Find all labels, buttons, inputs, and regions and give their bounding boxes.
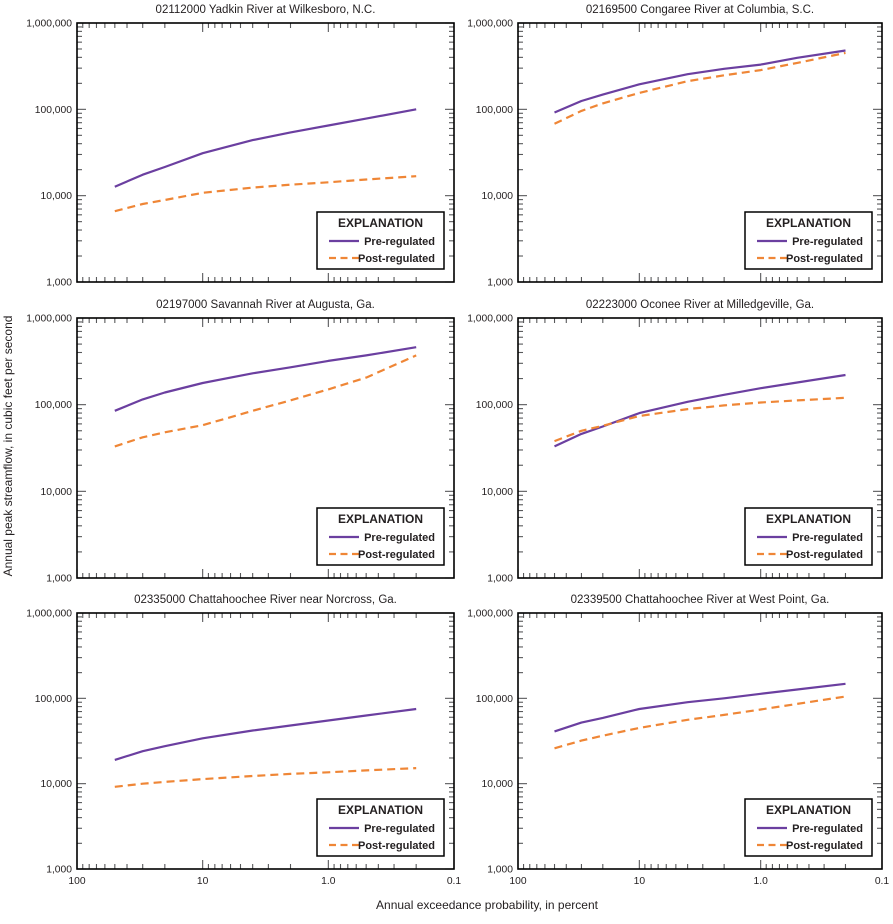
x-tick-label: 1.0 bbox=[321, 876, 336, 887]
y-tick-label: 10,000 bbox=[482, 191, 514, 202]
y-tick-label: 1,000,000 bbox=[467, 19, 513, 30]
x-tick-label: 10 bbox=[634, 876, 646, 887]
legend-title: EXPLANATION bbox=[766, 803, 851, 817]
y-tick-label: 10,000 bbox=[482, 487, 514, 498]
post-regulated-line bbox=[554, 695, 846, 750]
y-tick-label: 10,000 bbox=[41, 191, 73, 202]
legend-pre-label: Pre-regulated bbox=[364, 532, 435, 544]
legend-post-label: Post-regulated bbox=[358, 840, 435, 852]
legend-pre-label: Pre-regulated bbox=[364, 823, 435, 835]
y-tick-label: 1,000 bbox=[46, 865, 72, 876]
y-tick-label: 10,000 bbox=[482, 779, 514, 790]
panel-3: 02223000 Oconee River at Milledgeville, … bbox=[467, 299, 883, 585]
y-tick-label: 1,000 bbox=[487, 865, 513, 876]
legend-title: EXPLANATION bbox=[766, 512, 851, 526]
pre-regulated-line bbox=[554, 373, 846, 448]
legend-post-label: Post-regulated bbox=[358, 549, 435, 561]
y-tick-label: 10,000 bbox=[41, 487, 73, 498]
y-tick-label: 100,000 bbox=[476, 694, 513, 705]
y-tick-label: 100,000 bbox=[35, 694, 72, 705]
legend-pre-label: Pre-regulated bbox=[364, 236, 435, 248]
legend-post-label: Post-regulated bbox=[786, 840, 863, 852]
legend: EXPLANATION Pre-regulated Post-regulated bbox=[744, 507, 873, 566]
panel-title: 02169500 Congaree River at Columbia, S.C… bbox=[586, 4, 814, 16]
y-tick-label: 1,000 bbox=[46, 574, 72, 585]
plot-border bbox=[76, 317, 455, 579]
legend-title: EXPLANATION bbox=[338, 216, 423, 230]
pre-regulated-line bbox=[554, 49, 846, 114]
x-axis-label: Annual exceedance probability, in percen… bbox=[376, 898, 599, 912]
panel-title: 02197000 Savannah River at Augusta, Ga. bbox=[156, 299, 375, 311]
y-tick-label: 1,000 bbox=[487, 574, 513, 585]
y-tick-label: 1,000,000 bbox=[26, 609, 72, 620]
pre-regulated-line bbox=[114, 346, 417, 412]
legend: EXPLANATION Pre-regulated Post-regulated bbox=[744, 798, 873, 857]
panels-group: 02112000 Yadkin River at Wilkesboro, N.C… bbox=[26, 4, 889, 887]
x-tick-label: 10 bbox=[197, 876, 209, 887]
legend-post-label: Post-regulated bbox=[358, 253, 435, 265]
plot-border bbox=[76, 612, 455, 870]
y-tick-label: 1,000,000 bbox=[26, 314, 72, 325]
pre-regulated-line bbox=[114, 707, 417, 761]
post-regulated-line bbox=[114, 175, 417, 213]
y-tick-label: 1,000 bbox=[487, 278, 513, 289]
legend-post-label: Post-regulated bbox=[786, 253, 863, 265]
panel-title: 02112000 Yadkin River at Wilkesboro, N.C… bbox=[156, 4, 376, 16]
panel-title: 02223000 Oconee River at Milledgeville, … bbox=[586, 299, 814, 311]
legend: EXPLANATION Pre-regulated Post-regulated bbox=[316, 798, 445, 857]
y-tick-label: 10,000 bbox=[41, 779, 73, 790]
pre-regulated-line bbox=[114, 108, 417, 188]
panel-1: 02169500 Congaree River at Columbia, S.C… bbox=[467, 4, 883, 289]
panel-4: 02335000 Chattahoochee River near Norcro… bbox=[26, 594, 461, 887]
y-axis-label: Annual peak streamflow, in cubic feet pe… bbox=[1, 316, 15, 577]
y-tick-label: 1,000,000 bbox=[467, 314, 513, 325]
y-tick-label: 100,000 bbox=[35, 105, 72, 116]
y-tick-label: 100,000 bbox=[476, 105, 513, 116]
legend-post-label: Post-regulated bbox=[786, 549, 863, 561]
plot-border bbox=[517, 22, 883, 283]
plot-border bbox=[517, 612, 883, 870]
legend-pre-label: Pre-regulated bbox=[792, 823, 863, 835]
panel-2: 02197000 Savannah River at Augusta, Ga. 1… bbox=[26, 299, 455, 585]
panel-0: 02112000 Yadkin River at Wilkesboro, N.C… bbox=[26, 4, 455, 289]
legend-pre-label: Pre-regulated bbox=[792, 532, 863, 544]
legend: EXPLANATION Pre-regulated Post-regulated bbox=[316, 507, 445, 566]
panel-title: 02339500 Chattahoochee River at West Poi… bbox=[571, 594, 830, 606]
post-regulated-line bbox=[114, 767, 417, 788]
x-tick-label: 0.1 bbox=[875, 876, 890, 887]
x-tick-label: 1.0 bbox=[754, 876, 769, 887]
panel-title: 02335000 Chattahoochee River near Norcro… bbox=[134, 594, 397, 606]
post-regulated-line bbox=[554, 51, 846, 125]
x-tick-label: 100 bbox=[509, 876, 526, 887]
legend-pre-label: Pre-regulated bbox=[792, 236, 863, 248]
legend: EXPLANATION Pre-regulated Post-regulated bbox=[316, 211, 445, 270]
legend: EXPLANATION Pre-regulated Post-regulated bbox=[744, 211, 873, 270]
post-regulated-line bbox=[554, 396, 846, 443]
x-tick-label: 100 bbox=[68, 876, 85, 887]
legend-title: EXPLANATION bbox=[766, 216, 851, 230]
y-tick-label: 1,000 bbox=[46, 278, 72, 289]
legend-title: EXPLANATION bbox=[338, 803, 423, 817]
y-tick-label: 1,000,000 bbox=[467, 609, 513, 620]
legend-title: EXPLANATION bbox=[338, 512, 423, 526]
x-tick-label: 0.1 bbox=[447, 876, 462, 887]
axis-ticks bbox=[76, 22, 455, 283]
pre-regulated-line bbox=[554, 682, 846, 733]
plot-border bbox=[76, 22, 455, 283]
panel-5: 02339500 Chattahoochee River at West Poi… bbox=[467, 594, 889, 887]
y-tick-label: 100,000 bbox=[476, 400, 513, 411]
y-tick-label: 100,000 bbox=[35, 400, 72, 411]
post-regulated-line bbox=[114, 354, 417, 448]
y-tick-label: 1,000,000 bbox=[26, 19, 72, 30]
plot-border bbox=[517, 317, 883, 579]
